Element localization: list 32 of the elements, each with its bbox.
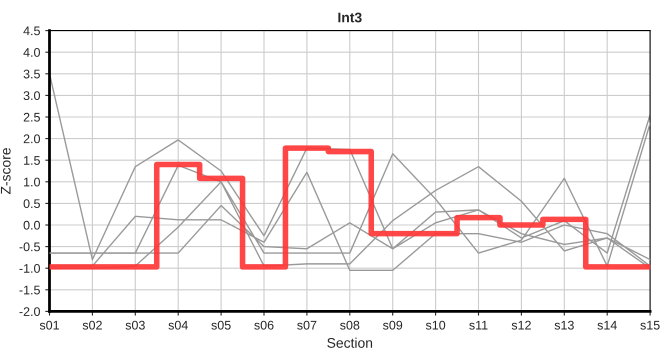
x-tick-label: s15 (640, 320, 660, 330)
y-tick-label: 0.5 (24, 199, 40, 208)
x-tick-label: s07 (297, 320, 316, 330)
y-tick-label: 3.5 (24, 70, 40, 78)
x-tick-label: s09 (382, 320, 402, 330)
y-tick-label: -0.5 (19, 242, 40, 252)
x-tick-label: s12 (512, 320, 531, 330)
x-tick-label: s05 (211, 320, 231, 330)
x-tick-label: s14 (597, 320, 617, 330)
y-tick-label: 4.5 (23, 26, 40, 36)
y-tick-label: 2.0 (24, 134, 40, 144)
y-tick-label: 3.0 (24, 91, 40, 100)
x-tick-label: s08 (340, 320, 360, 330)
y-tick-label: -1.5 (19, 286, 40, 294)
y-tick-label: 1.0 (24, 178, 40, 186)
chart-title: Int3 (338, 12, 362, 22)
x-axis-title: Section (327, 338, 372, 348)
y-tick-label: 1.5 (24, 156, 40, 165)
y-tick-label: -1.0 (19, 264, 40, 273)
y-tick-label: 0.0 (24, 220, 40, 230)
x-tick-label: s02 (82, 320, 102, 330)
x-tick-label: s04 (168, 320, 188, 330)
x-tick-label: s13 (554, 320, 574, 330)
y-axis-title: Z-score (0, 148, 11, 194)
x-tick-label: s10 (426, 320, 446, 330)
x-tick-label: s01 (40, 320, 59, 330)
y-tick-label: 4.0 (23, 48, 40, 57)
x-tick-label: s11 (469, 320, 488, 330)
x-tick-label: s03 (126, 320, 145, 330)
x-tick-label: s06 (254, 320, 274, 330)
y-tick-label: 2.5 (24, 112, 40, 122)
y-tick-label: -2.0 (19, 307, 40, 316)
